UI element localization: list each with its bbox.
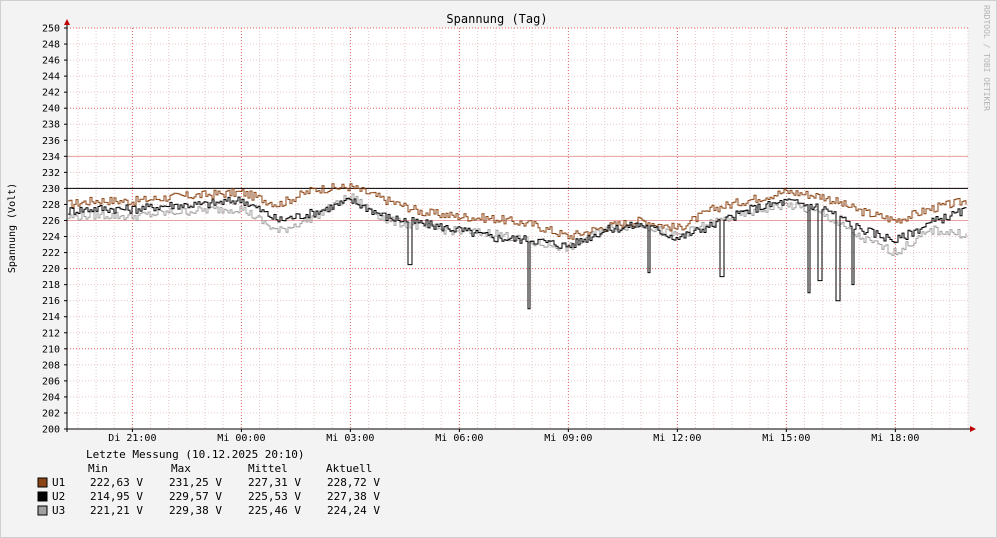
chart-title: Spannung (Tag) [446, 12, 547, 26]
legend-u3-min: 221,21 V [90, 504, 143, 517]
legend-u1-aktuell: 228,72 V [327, 476, 380, 489]
axes [64, 19, 976, 432]
y-tick-label: 234 [42, 152, 60, 163]
y-tick-label: 204 [42, 392, 60, 403]
x-tick-label: Mi 09:00 [544, 433, 592, 444]
legend-u2-min: 214,95 V [90, 490, 143, 503]
legend-header: Letzte Messung (10.12.2025 20:10) [86, 448, 305, 461]
legend-u1-name: U1 [52, 476, 65, 489]
legend-u1-mittel: 227,31 V [248, 476, 301, 489]
y-tick-label: 202 [42, 408, 60, 419]
y-tick-label: 236 [42, 136, 60, 147]
y-tick-label: 228 [42, 200, 60, 211]
y-tick-label: 216 [42, 296, 60, 307]
y-tick-label: 220 [42, 264, 60, 275]
y-axis-label: Spannung (Volt) [7, 183, 18, 273]
plot-background [67, 28, 968, 429]
y-tick-label: 200 [42, 425, 60, 436]
legend: Letzte Messung (10.12.2025 20:10) Min Ma… [37, 448, 380, 517]
legend-u3-mittel: 225,46 V [248, 504, 301, 517]
y-tick-label: 244 [42, 72, 60, 83]
legend-swatch-u1 [37, 477, 48, 488]
x-tick-labels: Di 21:00 Mi 00:00 Mi 03:00 Mi 06:00 Mi 09:00… [108, 429, 919, 444]
y-tick-label: 230 [42, 184, 60, 195]
x-tick-label: Mi 03:00 [326, 433, 374, 444]
series-line-u1 [68, 183, 967, 240]
y-tick-label: 218 [42, 280, 60, 291]
legend-col-min: Min [88, 462, 108, 475]
y-tick-label: 250 [42, 24, 60, 35]
y-tick-label: 208 [42, 360, 60, 371]
y-tick-label: 232 [42, 168, 60, 179]
legend-col-max: Max [171, 462, 191, 475]
x-tick-label: Mi 00:00 [217, 433, 265, 444]
legend-col-mittel: Mittel [248, 462, 288, 475]
x-tick-label: Di 21:00 [108, 433, 156, 444]
y-tick-label: 238 [42, 120, 60, 131]
y-tick-labels: 200 202 204 206 208 210 212 214 216 218 220 222 224 2… [42, 24, 67, 436]
series-line-u2 [68, 196, 967, 310]
series-lines [68, 183, 967, 310]
legend-swatch-u3 [37, 505, 48, 516]
legend-u2-aktuell: 227,38 V [327, 490, 380, 503]
y-tick-label: 242 [42, 88, 60, 99]
legend-col-aktuell: Aktuell [326, 462, 372, 475]
y-axis-arrow [64, 19, 70, 25]
legend-u1-min: 222,63 V [90, 476, 143, 489]
y-tick-label: 226 [42, 216, 60, 227]
y-tick-label: 224 [42, 232, 60, 243]
y-tick-label: 212 [42, 328, 60, 339]
legend-u2-max: 229,57 V [169, 490, 222, 503]
y-tick-label: 210 [42, 344, 60, 355]
x-tick-label: Mi 15:00 [762, 433, 810, 444]
legend-u2-mittel: 225,53 V [248, 490, 301, 503]
legend-u3-name: U3 [52, 504, 65, 517]
x-tick-label: Mi 18:00 [871, 433, 919, 444]
legend-u3-max: 229,38 V [169, 504, 222, 517]
legend-u2-name: U2 [52, 490, 65, 503]
x-tick-label: Mi 12:00 [653, 433, 701, 444]
watermark: RRDTOOL / TOBI OETIKER [982, 5, 991, 111]
legend-u1-max: 231,25 V [169, 476, 222, 489]
x-axis-arrow [970, 426, 976, 432]
legend-u3-aktuell: 224,24 V [327, 504, 380, 517]
y-tick-label: 248 [42, 40, 60, 51]
y-tick-label: 214 [42, 312, 60, 323]
legend-swatch-u2 [37, 491, 48, 502]
y-tick-label: 246 [42, 56, 60, 67]
y-tick-label: 240 [42, 104, 60, 115]
y-tick-label: 206 [42, 376, 60, 387]
x-tick-label: Mi 06:00 [435, 433, 483, 444]
y-tick-label: 222 [42, 248, 60, 259]
